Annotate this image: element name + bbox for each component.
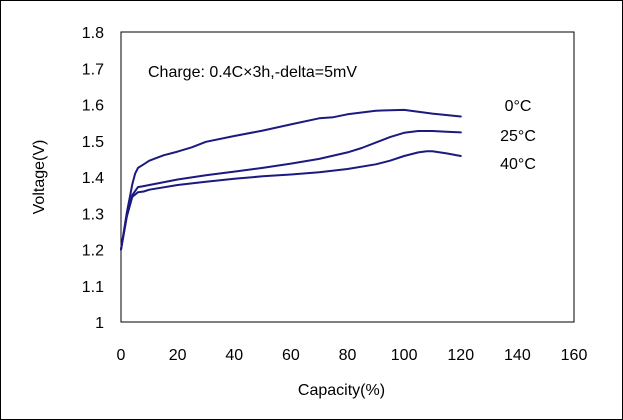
x-tick-label: 20 [169, 347, 187, 364]
y-tick-label: 1.4 [82, 170, 104, 187]
x-axis-label: Capacity(%) [298, 382, 385, 399]
x-tick-label: 100 [391, 347, 418, 364]
y-tick-label: 1 [95, 315, 104, 332]
y-tick-label: 1.2 [82, 243, 104, 260]
series-label: 40°C [500, 156, 536, 173]
x-tick-label: 80 [339, 347, 357, 364]
series [120, 108, 462, 251]
series-line [120, 150, 462, 251]
series-line [120, 108, 462, 251]
charge-annotation: Charge: 0.4C×3h,-delta=5mV [148, 64, 357, 81]
y-tick-label: 1.7 [82, 61, 104, 78]
x-tick-label: 160 [561, 347, 588, 364]
y-tick-label: 1.5 [82, 134, 104, 151]
x-tick-label: 60 [282, 347, 300, 364]
series-label: 0°C [505, 98, 532, 115]
y-axis-label: Voltage(V) [31, 140, 48, 215]
x-axis-ticks: 0 20 40 60 80 100 120 140 160 [117, 347, 588, 364]
x-tick-label: 120 [447, 347, 474, 364]
y-tick-label: 1.3 [82, 206, 104, 223]
y-tick-label: 1.8 [82, 25, 104, 42]
y-tick-label: 1.6 [82, 98, 104, 115]
series-line [120, 130, 462, 251]
series-label: 25°C [500, 128, 536, 145]
series-labels: 0°C 25°C 40°C [500, 98, 536, 173]
x-tick-label: 140 [504, 347, 531, 364]
y-tick-label: 1.1 [82, 279, 104, 296]
x-tick-label: 0 [117, 347, 126, 364]
y-axis-ticks: 1 1.1 1.2 1.3 1.4 1.5 1.6 1.7 1.8 [82, 25, 104, 332]
x-tick-label: 40 [225, 347, 243, 364]
